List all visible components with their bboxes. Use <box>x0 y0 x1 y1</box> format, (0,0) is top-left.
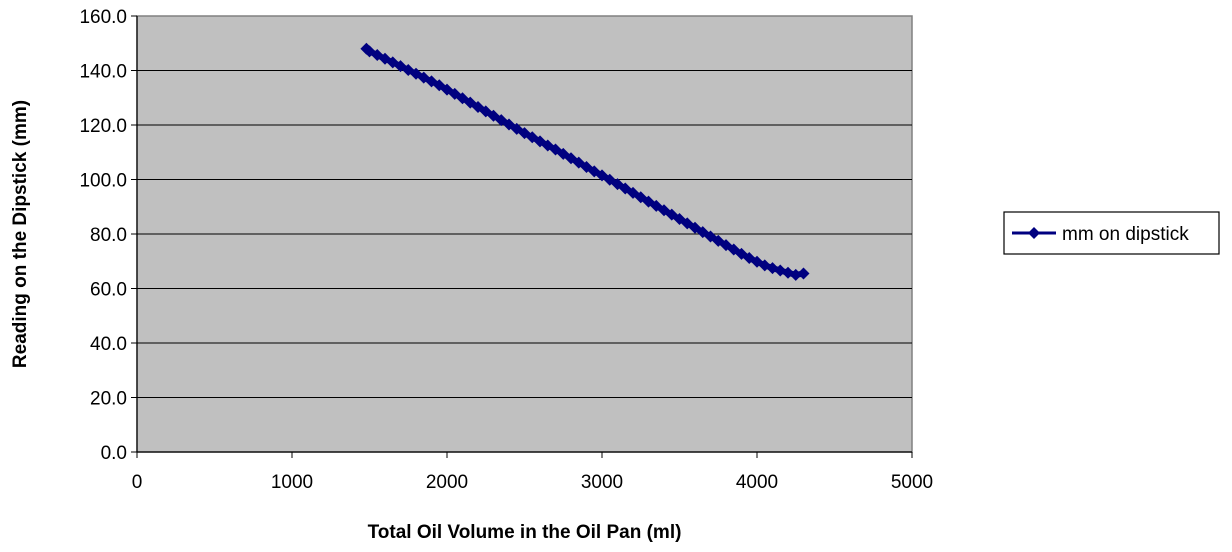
data-point <box>704 230 717 243</box>
data-point <box>596 169 608 182</box>
data-point <box>673 213 686 226</box>
data-point <box>448 87 461 100</box>
x-tick-label: 0 <box>132 472 143 493</box>
data-point <box>433 79 446 92</box>
x-tick-label: 3000 <box>581 472 623 493</box>
data-point <box>572 156 585 169</box>
y-tick-label: 20.0 <box>90 389 127 410</box>
data-point <box>619 182 632 195</box>
y-tick-label: 0.0 <box>101 443 127 464</box>
y-tick-label: 40.0 <box>90 334 127 355</box>
y-tick-label: 80.0 <box>90 225 127 246</box>
data-point <box>487 109 500 122</box>
x-axis-title: Total Oil Volume in the Oil Pan (ml) <box>368 522 682 543</box>
y-tick-label: 60.0 <box>90 280 127 301</box>
data-point <box>627 186 639 199</box>
data-point <box>557 147 570 160</box>
data-point <box>727 243 740 256</box>
x-tick-label: 1000 <box>271 472 313 493</box>
data-point <box>549 143 562 156</box>
data-point <box>464 96 477 109</box>
data-point <box>441 83 453 96</box>
data-point <box>503 118 515 131</box>
data-point <box>565 152 577 165</box>
data-point <box>689 221 701 234</box>
data-point <box>580 160 593 173</box>
legend-marker <box>1028 227 1040 239</box>
data-point <box>797 267 810 280</box>
data-point <box>510 122 523 135</box>
data-point <box>658 204 670 217</box>
data-point <box>681 217 694 230</box>
data-point <box>650 199 663 212</box>
y-tick-label: 160.0 <box>79 7 127 28</box>
data-point <box>495 114 508 127</box>
data-point <box>456 92 469 105</box>
data-point <box>696 226 709 239</box>
data-point <box>472 101 484 114</box>
x-tick-label: 4000 <box>736 472 778 493</box>
data-point <box>603 173 616 186</box>
data-point <box>720 239 732 252</box>
data-point <box>642 195 655 208</box>
x-tick-label: 2000 <box>426 472 468 493</box>
data-point <box>712 234 725 247</box>
y-tick-label: 140.0 <box>79 62 127 83</box>
x-tick-label: 5000 <box>891 472 933 493</box>
legend-label: mm on dipstick <box>1062 224 1189 245</box>
y-tick-label: 100.0 <box>79 171 127 192</box>
data-point <box>789 268 802 281</box>
data-point <box>634 191 647 204</box>
y-tick-label: 120.0 <box>79 116 127 137</box>
data-point <box>611 178 624 191</box>
y-axis-title: Reading on the Dipstick (mm) <box>10 100 31 368</box>
data-point <box>479 105 492 118</box>
data-point <box>665 208 678 221</box>
